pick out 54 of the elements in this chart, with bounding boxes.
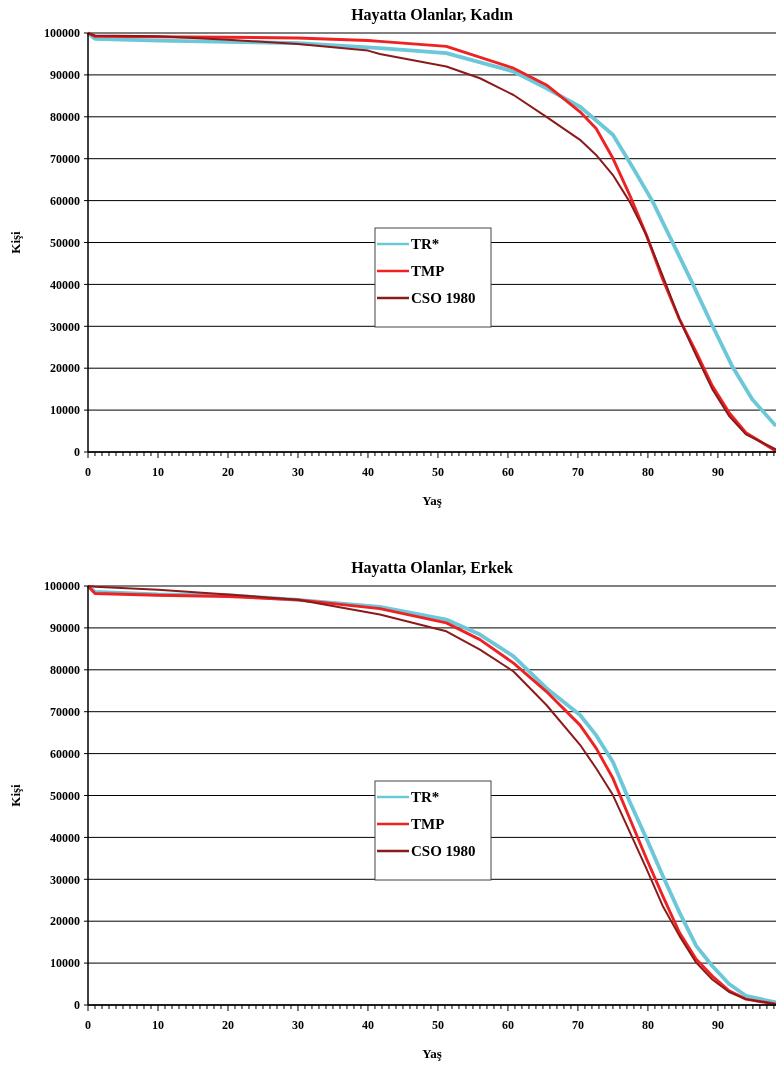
y-tick-label: 90000 [50, 621, 80, 636]
y-tick-label: 60000 [50, 193, 80, 208]
x-tick-label: 60 [501, 1018, 514, 1032]
x-tick-label: 20 [221, 465, 234, 479]
y-tick-label: 0 [74, 998, 80, 1013]
y-tick-label: 10000 [50, 956, 80, 971]
legend-label: TR* [411, 789, 440, 806]
x-tick-label: 40 [361, 465, 374, 479]
x-tick-label: 80 [641, 465, 654, 479]
x-tick-label: 50 [431, 465, 444, 479]
y-tick-label: 90000 [50, 68, 80, 83]
legend-label: TMP [411, 263, 445, 280]
legend-label: CSO 1980 [411, 843, 476, 860]
y-tick-label: 20000 [50, 361, 80, 376]
legend-label: TR* [411, 236, 440, 253]
x-tick-label: 70 [571, 1018, 584, 1032]
x-tick-label: 0 [85, 1018, 91, 1032]
y-tick-label: 50000 [50, 235, 80, 250]
y-tick-label: 70000 [50, 151, 80, 166]
x-tick-label: 70 [571, 465, 584, 479]
y-tick-label: 0 [74, 445, 80, 460]
legend-label: TMP [411, 816, 445, 833]
y-tick-label: 70000 [50, 704, 80, 719]
x-tick-label: 30 [291, 465, 304, 479]
x-axis-title: Yaş [422, 1046, 442, 1061]
x-tick-label: 60 [501, 465, 514, 479]
y-tick-label: 80000 [50, 110, 80, 124]
x-tick-label: 80 [641, 1018, 654, 1032]
y-tick-label: 100000 [44, 26, 80, 41]
x-axis-title: Yaş [422, 493, 442, 508]
y-tick-label: 30000 [50, 319, 80, 334]
chart-title: Hayatta Olanlar, Erkek [351, 559, 513, 577]
y-tick-label: 40000 [50, 277, 80, 292]
y-tick-label: 50000 [50, 788, 80, 803]
x-tick-label: 20 [221, 1018, 234, 1032]
y-tick-label: 80000 [50, 663, 80, 677]
y-tick-label: 60000 [50, 746, 80, 761]
x-tick-label: 30 [291, 1018, 304, 1032]
x-tick-label: 10 [151, 1018, 164, 1032]
x-tick-label: 0 [85, 465, 91, 479]
x-tick-label: 10 [151, 465, 164, 479]
x-tick-label: 90 [711, 1018, 724, 1032]
y-tick-label: 10000 [50, 403, 80, 418]
y-tick-label: 100000 [44, 579, 80, 594]
legend-label: CSO 1980 [411, 290, 476, 307]
y-tick-label: 30000 [50, 872, 80, 887]
x-tick-label: 40 [361, 1018, 374, 1032]
y-axis-title: Kişi [8, 783, 23, 807]
x-tick-label: 90 [711, 465, 724, 479]
y-axis-title: Kişi [8, 230, 23, 254]
y-tick-label: 40000 [50, 830, 80, 845]
x-tick-label: 50 [431, 1018, 444, 1032]
chart-title: Hayatta Olanlar, Kadın [351, 6, 513, 24]
y-tick-label: 20000 [50, 914, 80, 929]
